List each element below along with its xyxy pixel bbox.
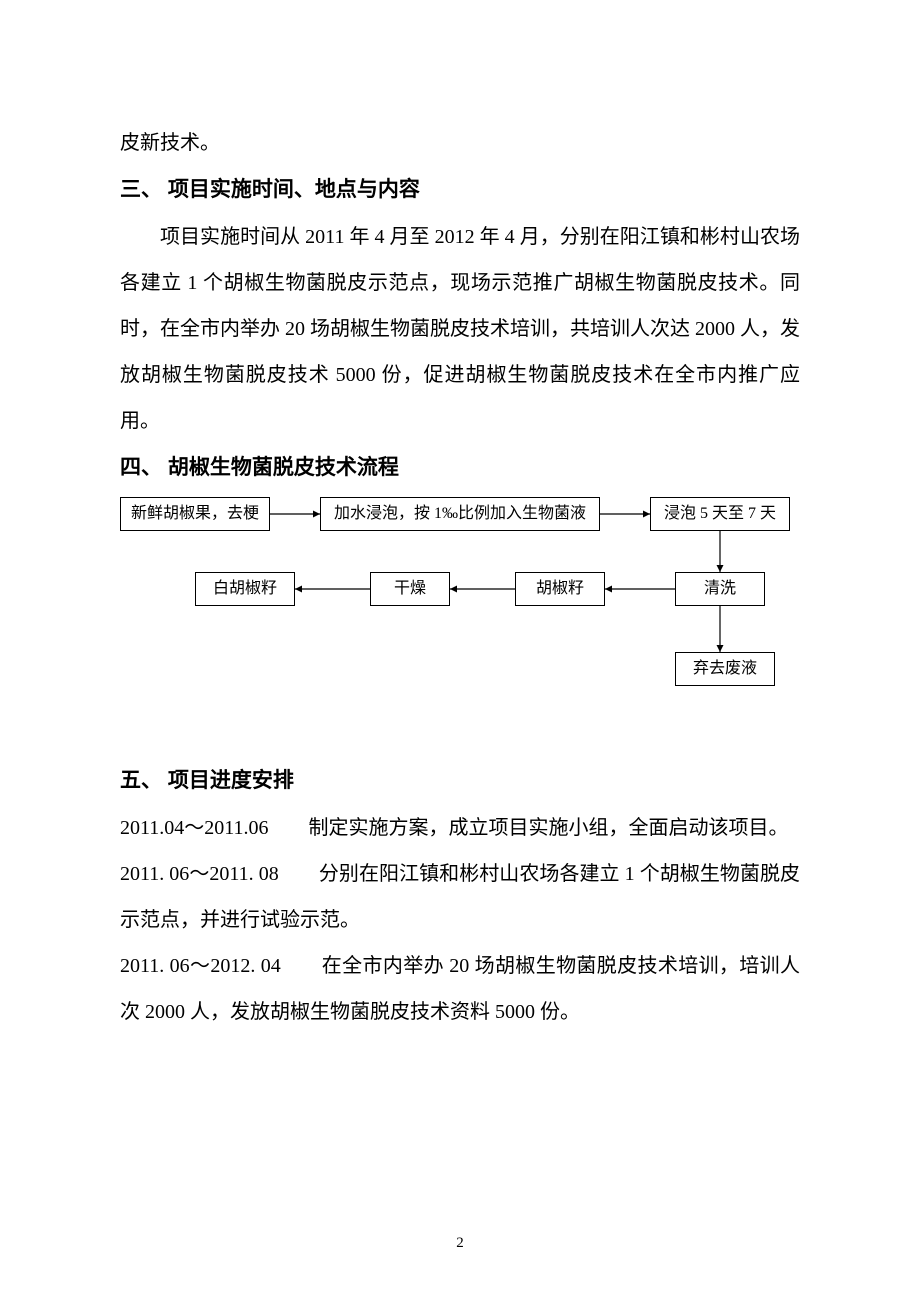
- schedule-date-range: 2011. 06～2011. 08: [120, 863, 279, 885]
- schedule-list: 2011.04～2011.06 制定实施方案，成立项目实施小组，全面启动该项目。…: [120, 805, 800, 1035]
- heading-section-5: 五、 项目进度安排: [120, 757, 800, 805]
- schedule-date-range: 2011.04～2011.06: [120, 817, 269, 839]
- body-section-3: 项目实施时间从 2011 年 4 月至 2012 年 4 月，分别在阳江镇和彬村…: [120, 214, 800, 444]
- flow-node-n1: 新鲜胡椒果，去梗: [120, 497, 270, 531]
- flow-node-n4: 清洗: [675, 572, 765, 606]
- flow-node-n6: 干燥: [370, 572, 450, 606]
- heading-section-4: 四、 胡椒生物菌脱皮技术流程: [120, 444, 800, 492]
- body-fragment: 皮新技术。: [120, 120, 800, 166]
- schedule-row: 2011. 06～2012. 04 在全市内举办 20 场胡椒生物菌脱皮技术培训…: [120, 943, 800, 1035]
- flow-node-n8: 弃去废液: [675, 652, 775, 686]
- flow-node-n7: 白胡椒籽: [195, 572, 295, 606]
- flow-node-n5: 胡椒籽: [515, 572, 605, 606]
- schedule-row: 2011. 06～2011. 08 分别在阳江镇和彬村山农场各建立 1 个胡椒生…: [120, 851, 800, 943]
- schedule-date-range: 2011. 06～2012. 04: [120, 955, 281, 977]
- heading-section-3: 三、 项目实施时间、地点与内容: [120, 166, 800, 214]
- flow-node-n2: 加水浸泡，按 1‰比例加入生物菌液: [320, 497, 600, 531]
- page-number: 2: [0, 1235, 920, 1252]
- flowchart-container: 新鲜胡椒果，去梗 加水浸泡，按 1‰比例加入生物菌液 浸泡 5 天至 7 天清洗 胡椒…: [120, 497, 800, 717]
- schedule-row: 2011.04～2011.06 制定实施方案，成立项目实施小组，全面启动该项目。: [120, 805, 800, 851]
- schedule-desc: 制定实施方案，成立项目实施小组，全面启动该项目。: [309, 817, 789, 839]
- flow-node-n3: 浸泡 5 天至 7 天: [650, 497, 790, 531]
